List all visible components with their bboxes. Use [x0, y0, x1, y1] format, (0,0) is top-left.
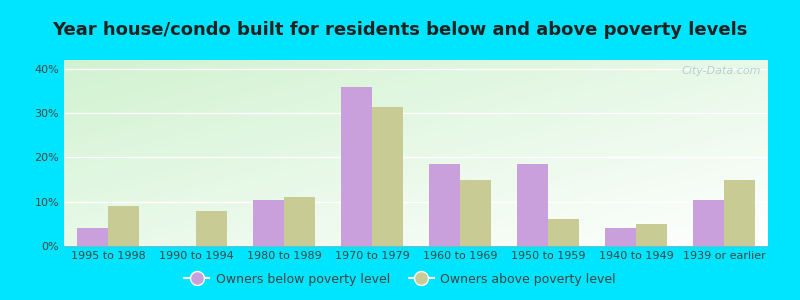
Bar [548, 219, 578, 246]
Bar [284, 197, 315, 246]
Text: City-Data.com: City-Data.com [682, 66, 761, 76]
Bar [430, 164, 460, 246]
Bar [724, 180, 755, 246]
Bar [606, 228, 636, 246]
Bar [518, 164, 548, 246]
Bar [372, 106, 403, 246]
Bar [108, 206, 139, 246]
Bar [253, 200, 284, 246]
Bar [636, 224, 666, 246]
Bar [77, 228, 108, 246]
Bar [460, 180, 490, 246]
Bar [196, 211, 227, 246]
Bar [693, 200, 724, 246]
Bar [342, 87, 372, 246]
Text: Year house/condo built for residents below and above poverty levels: Year house/condo built for residents bel… [52, 21, 748, 39]
Legend: Owners below poverty level, Owners above poverty level: Owners below poverty level, Owners above… [179, 268, 621, 291]
